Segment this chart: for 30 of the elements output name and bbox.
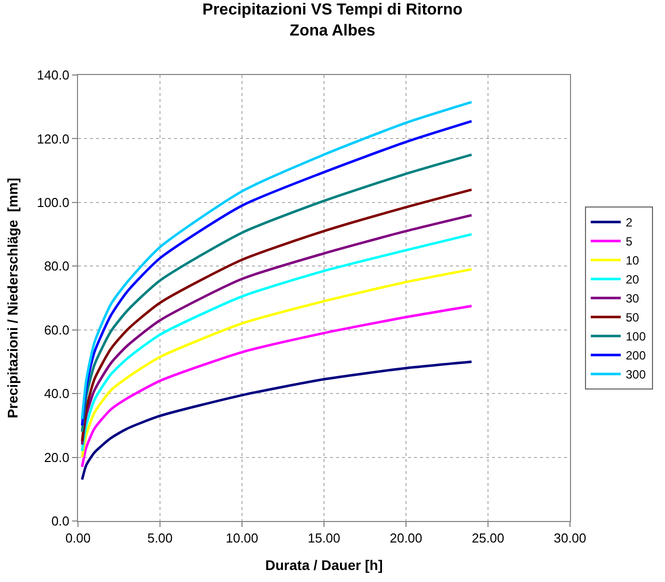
y-axis-title: Precipitazioni / Niederschläge [mm] xyxy=(4,178,20,418)
x-tick-label: 0.00 xyxy=(65,530,91,546)
legend-label: 300 xyxy=(626,368,646,382)
legend-label: 20 xyxy=(626,272,640,287)
legend-label: 100 xyxy=(626,330,646,344)
legend-label: 2 xyxy=(626,216,633,230)
y-tick-label: 0.0 xyxy=(51,514,70,529)
legend-label: 30 xyxy=(626,292,640,306)
y-tick-label: 140.0 xyxy=(36,68,70,83)
y-tick-label: 40.0 xyxy=(44,386,70,402)
line-series xyxy=(80,268,473,459)
x-tick-label: 25.00 xyxy=(472,530,504,546)
x-tick-label: 15.00 xyxy=(308,530,340,546)
x-tick-label: 20.00 xyxy=(390,530,422,546)
x-tick-label: 10.00 xyxy=(226,530,258,546)
chart-title: Precipitazioni VS Tempi di Ritorno Zona Albes xyxy=(202,2,463,40)
y-tick-label: 100.0 xyxy=(36,194,70,210)
y-tick-label: 80.0 xyxy=(44,258,70,274)
line-series xyxy=(80,304,473,468)
y-tick-label: 60.0 xyxy=(44,322,70,338)
legend-label: 200 xyxy=(626,348,646,363)
x-tick-label: 30.00 xyxy=(554,530,586,546)
legend-label: 5 xyxy=(626,234,633,249)
x-axis-title: Durata / Dauer [h] xyxy=(265,556,383,573)
y-tick-label: 20.0 xyxy=(44,450,70,465)
y-tick-label: 120.0 xyxy=(36,131,70,146)
line-series xyxy=(80,360,473,481)
legend-label: 50 xyxy=(626,310,640,325)
legend-label: 10 xyxy=(626,254,640,268)
x-tick-label: 5.00 xyxy=(147,530,173,546)
